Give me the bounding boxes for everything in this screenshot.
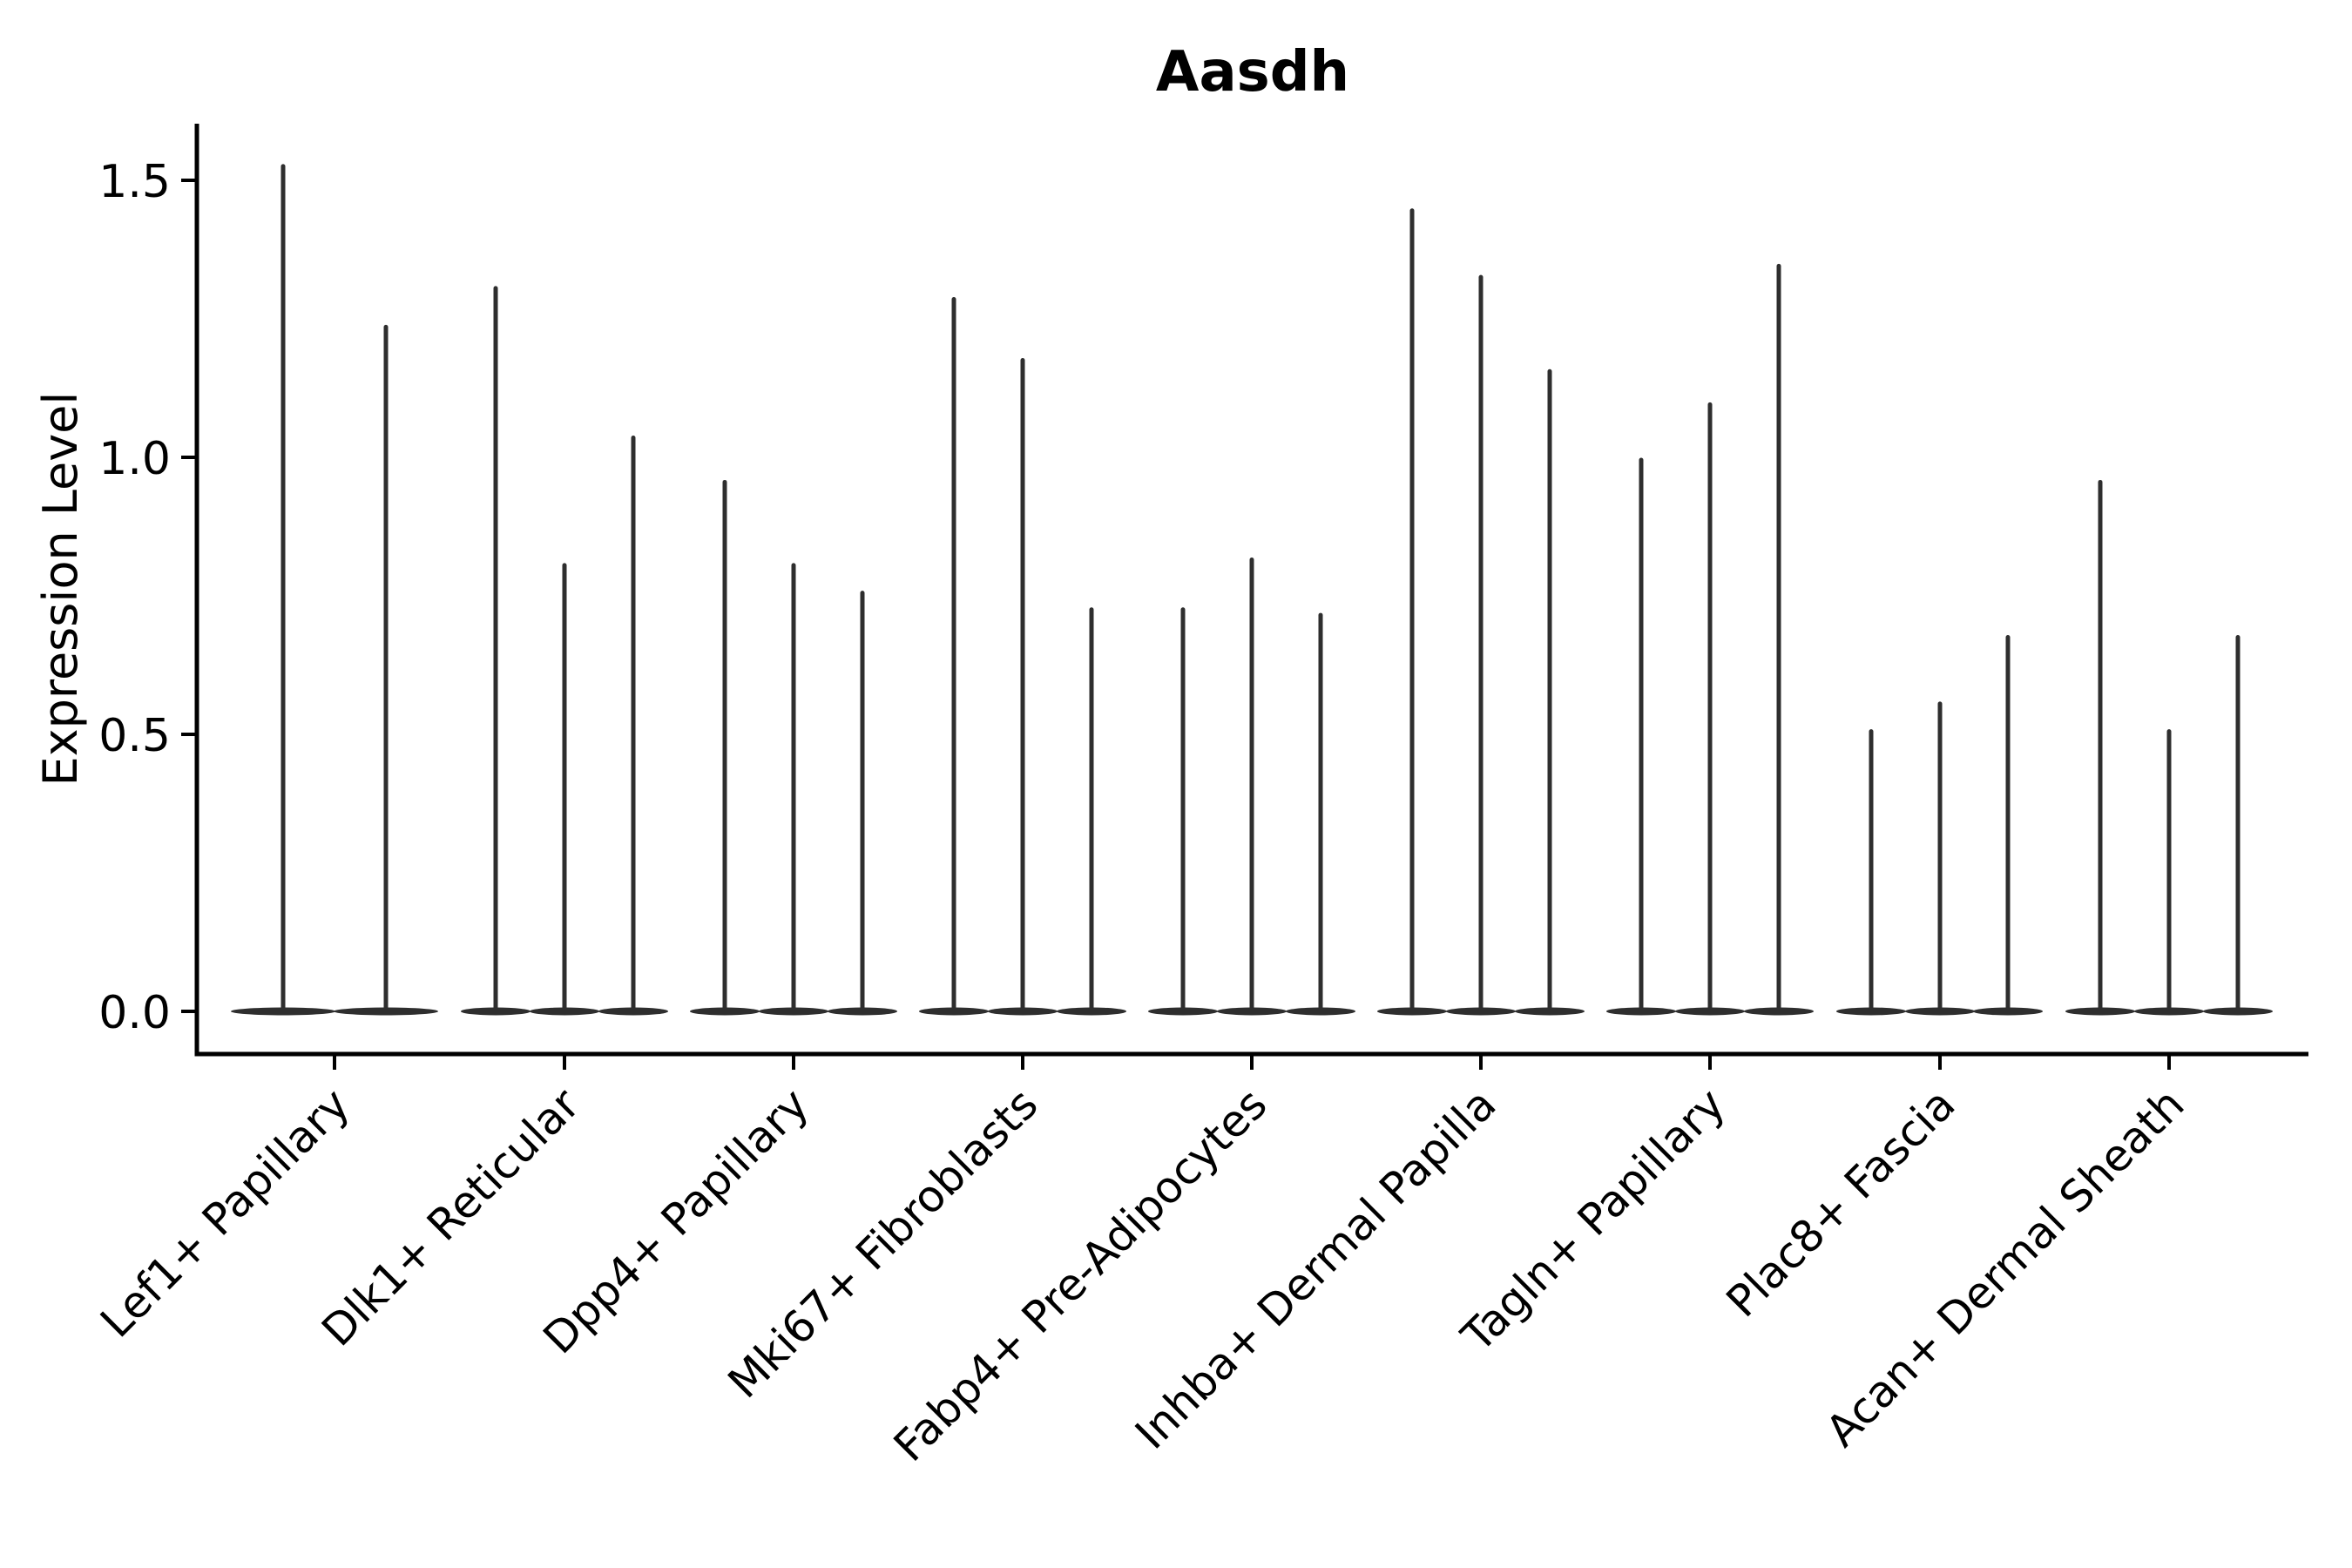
y-axis-label: Expression Level	[33, 392, 88, 787]
x-tick-label: Plac8+ Fascia	[1717, 1078, 1965, 1327]
y-tick-label: 0.0	[98, 987, 171, 1039]
y-tick-label: 1.0	[98, 433, 171, 485]
violins-layer	[231, 164, 2273, 1016]
chart-title: Aasdh	[1156, 40, 1349, 105]
x-tick-label: Fabp4+ Pre-Adipocytes	[884, 1078, 1277, 1471]
y-tick-label: 1.5	[98, 156, 171, 208]
y-tick-label: 0.5	[98, 710, 171, 762]
x-tick-label: Lef1+ Papillary	[91, 1078, 359, 1347]
